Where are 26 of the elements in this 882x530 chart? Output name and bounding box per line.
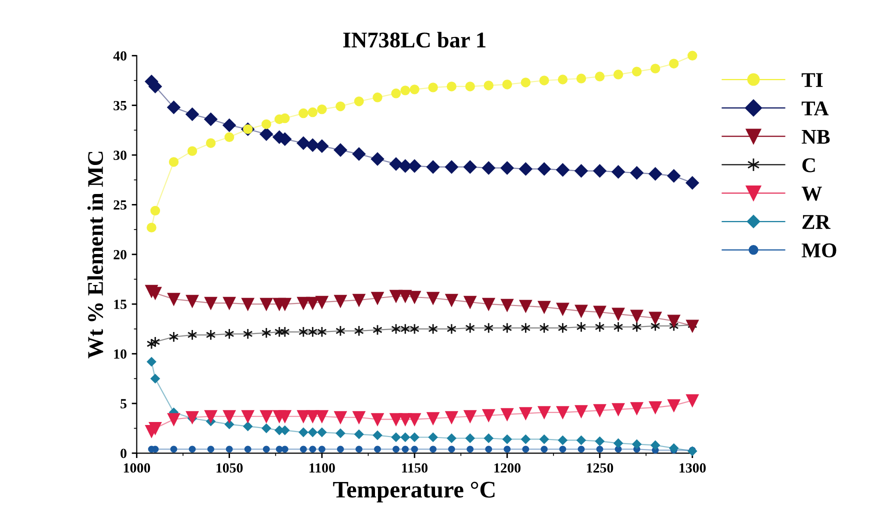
legend-label: C (802, 158, 815, 172)
x-tick-label: 1050 (216, 463, 243, 473)
legend-label: NB (802, 130, 830, 144)
y-tick-label: 30 (114, 150, 126, 160)
x-tick-label: 1000 (124, 463, 150, 473)
y-tick-label: 40 (113, 51, 126, 61)
y-tick-label: 10 (114, 349, 126, 359)
y-tick-label: 25 (114, 200, 126, 210)
y-tick-label: 35 (114, 100, 126, 110)
x-tick-label: 1200 (494, 463, 521, 473)
y-axis-title: Wt % Element in MC (87, 152, 104, 358)
chart-title: IN738LC bar 1 (343, 32, 486, 48)
legend-label: TI (802, 73, 823, 87)
x-tick-label: 1300 (680, 463, 706, 473)
y-tick-label: 0 (120, 448, 126, 458)
legend-label: TA (802, 101, 829, 116)
x-tick-label: 1100 (310, 463, 335, 473)
y-tick-label: 5 (120, 399, 126, 408)
x-tick-label: 1250 (586, 463, 614, 473)
legend-label: MO (802, 243, 836, 258)
x-axis-title: Temperature °C (333, 482, 495, 502)
y-tick-label: 20 (114, 250, 126, 260)
x-tick-label: 1150 (402, 463, 428, 473)
y-tick-label: 15 (114, 300, 126, 310)
legend-label: W (802, 186, 822, 201)
legend-label: ZR (802, 215, 831, 229)
